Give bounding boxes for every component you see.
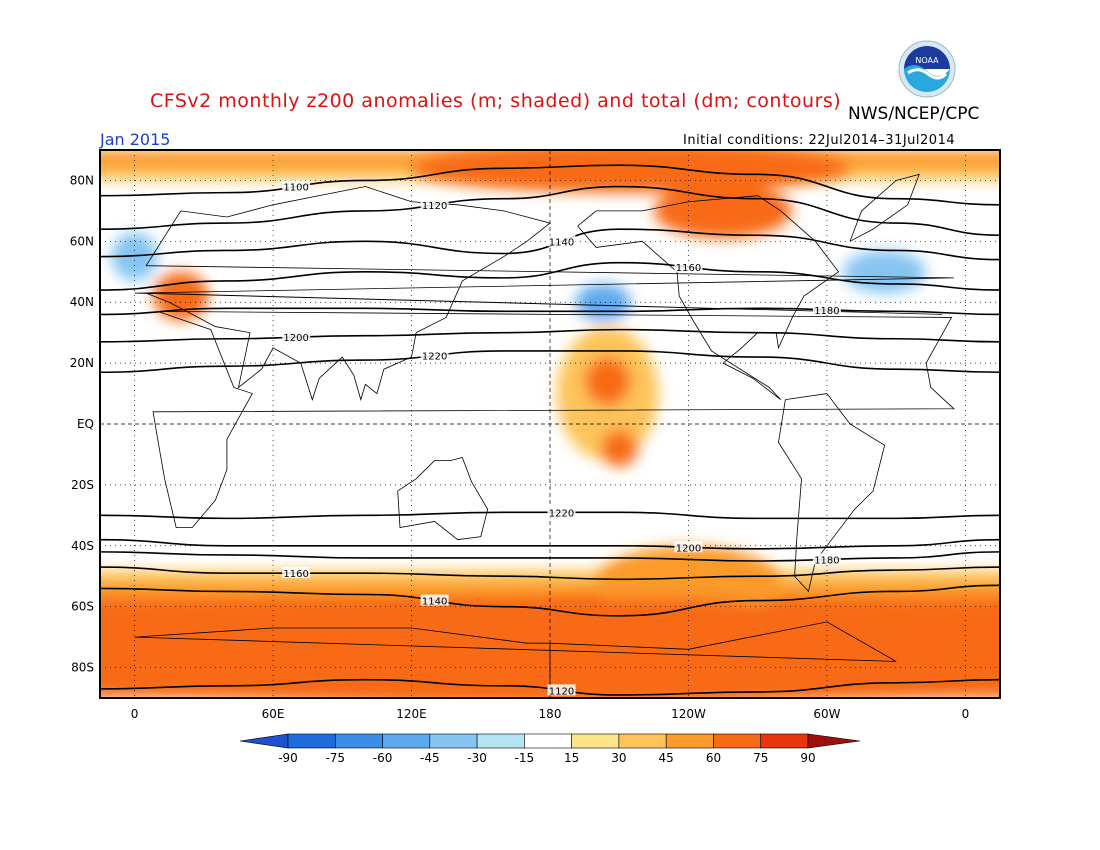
anomaly-area <box>653 183 793 239</box>
contour-line <box>100 307 1000 316</box>
latitude-label: 80S <box>71 661 94 675</box>
contour-label: 1120 <box>422 201 447 212</box>
anomaly-area <box>153 271 209 321</box>
longitude-label: 0 <box>131 707 139 721</box>
contour-label: 1120 <box>549 686 574 697</box>
colorbar-swatch <box>334 733 383 749</box>
contour-label: 1200 <box>676 543 701 554</box>
longitude-label: 60W <box>813 707 840 721</box>
anomaly-area <box>584 357 631 406</box>
colorbar-tick-label: -15 <box>515 751 535 765</box>
longitude-label: 180 <box>539 707 562 721</box>
colorbar-tick-label: -45 <box>420 751 440 765</box>
contour-line <box>100 551 1000 562</box>
map-frame <box>99 149 1001 699</box>
colorbar-high-arrow <box>807 733 861 749</box>
longitude-label: 120E <box>396 707 427 721</box>
latitude-label: 80N <box>70 173 94 187</box>
latitude-label: 60S <box>71 600 94 614</box>
colorbar-tick-label: 30 <box>611 751 626 765</box>
map-plot-area: 1100 1120 1140 1160 1180 1200 1220 1220 1200 1180… <box>99 149 1001 699</box>
contour-label: 1220 <box>549 508 574 519</box>
latitude-label: EQ <box>77 417 94 431</box>
coastline <box>849 173 920 242</box>
latitude-label: 20N <box>70 356 94 370</box>
longitude-labels: 0 60E 120E 180 120W 60W 0 <box>131 707 969 721</box>
contour-line <box>100 261 1000 291</box>
colorbar-tick-label: 60 <box>706 751 721 765</box>
longitude-label: 0 <box>962 707 970 721</box>
colorbar-swatch <box>618 733 667 749</box>
colorbar-tick-label: 45 <box>659 751 674 765</box>
colorbar-swatch <box>665 733 714 749</box>
noaa-logo-icon: NOAA <box>898 40 956 98</box>
contour-label: 1140 <box>549 237 574 248</box>
anomaly-area <box>111 232 158 281</box>
colorbar-swatch <box>760 733 809 749</box>
chart-title: CFSv2 monthly z200 anomalies (m; shaded)… <box>150 90 842 112</box>
latitude-label: 40S <box>71 539 94 553</box>
colorbar-tick-label: -75 <box>325 751 345 765</box>
height-contours: 1100 1120 1140 1160 1180 1200 1220 1220 1200 1180… <box>100 164 1000 697</box>
contour-line <box>100 350 1000 374</box>
coastline <box>134 186 954 402</box>
coastline <box>397 457 489 541</box>
anomaly-area <box>600 430 638 467</box>
contour-line <box>100 566 1000 581</box>
colorbar-tick-label: -90 <box>278 751 298 765</box>
coastline <box>152 310 955 528</box>
colorbar-swatch <box>571 733 620 749</box>
colorbar-tick-label: 90 <box>800 751 815 765</box>
contour-line <box>100 328 1000 343</box>
colorbar-swatch <box>524 733 572 749</box>
colorbar-swatch <box>476 733 525 749</box>
colorbar-swatch <box>713 733 762 749</box>
anomaly-area <box>480 597 804 647</box>
contour-line <box>100 164 1000 206</box>
colorbar-low-arrow <box>239 733 289 749</box>
longitude-label: 120W <box>671 707 706 721</box>
latitude-label: 40N <box>70 295 94 309</box>
anomaly-area <box>843 250 927 294</box>
latitude-label: 20S <box>71 478 94 492</box>
forecast-month: Jan 2015 <box>100 130 171 149</box>
latitude-labels: 80N 60N 40N 20N EQ 20S 40S 60S 80S <box>70 173 94 674</box>
colorbar: -90 -75 -60 -45 -30 -15 15 30 45 60 75 90 <box>239 733 861 765</box>
initial-conditions: Initial conditions: 22Jul2014–31Jul2014 <box>683 133 956 148</box>
latitude-label: 60N <box>70 234 94 248</box>
contour-label: 1160 <box>283 569 308 580</box>
colorbar-swatch <box>429 733 478 749</box>
anomaly-area <box>411 150 850 193</box>
colorbar-tick-label: -30 <box>467 751 487 765</box>
longitude-label: 60E <box>262 707 285 721</box>
contour-label: 1160 <box>676 263 701 274</box>
contour-label: 1200 <box>283 333 308 344</box>
contour-line <box>100 185 1000 237</box>
coastline <box>778 393 886 593</box>
contour-label: 1140 <box>422 597 447 608</box>
contour-line <box>100 584 1000 617</box>
colorbar-tick-label: -60 <box>373 751 393 765</box>
contour-label: 1180 <box>814 306 839 317</box>
contour-label: 1180 <box>814 555 839 566</box>
contour-line <box>100 538 1000 550</box>
svg-text:NOAA: NOAA <box>915 56 939 65</box>
contour-label: 1220 <box>422 352 447 363</box>
colorbar-tick-label: 15 <box>564 751 579 765</box>
colorbar-tick-label: 75 <box>753 751 768 765</box>
agency-label: NWS/NCEP/CPC <box>848 104 980 124</box>
colorbar-swatch <box>287 733 336 749</box>
coastlines <box>134 173 955 698</box>
gridlines <box>100 150 1000 698</box>
contour-label: 1100 <box>283 183 308 194</box>
colorbar-swatch <box>382 733 431 749</box>
